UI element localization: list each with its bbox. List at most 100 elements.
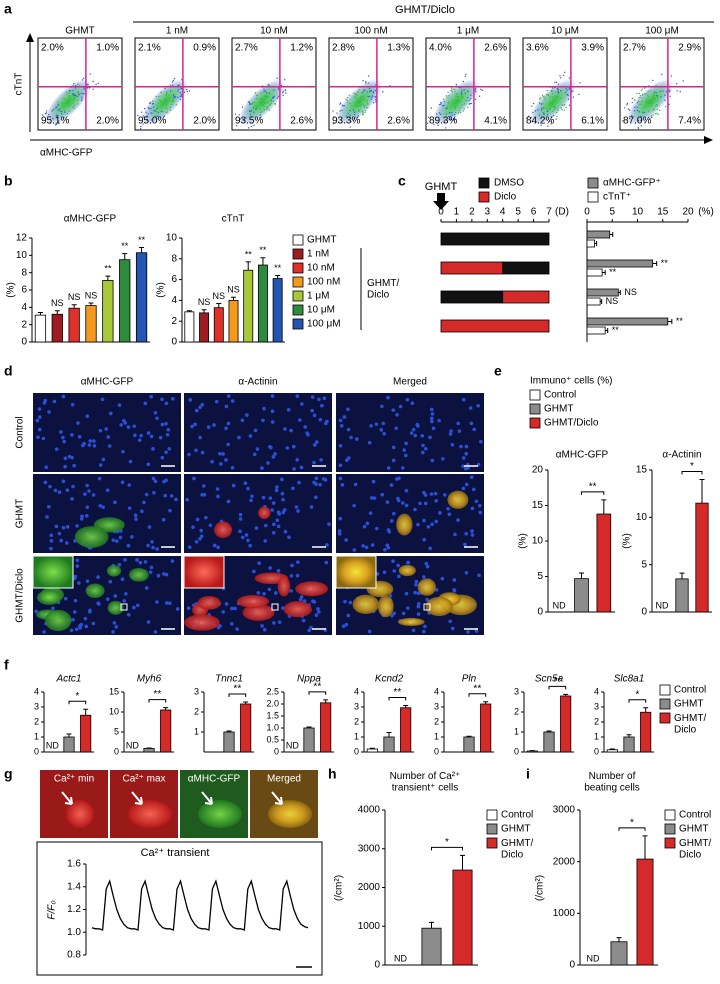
cell-dot: [365, 105, 366, 106]
nucleus: [277, 512, 281, 516]
nucleus: [221, 610, 225, 614]
cell-dot: [644, 106, 645, 107]
nucleus: [85, 414, 89, 418]
bar: [224, 732, 234, 752]
cell-dot: [449, 101, 450, 102]
cell-dot: [83, 78, 84, 79]
nucleus: [42, 437, 46, 441]
cell-dot: [155, 111, 156, 112]
y-tick-label: 1000: [553, 908, 576, 919]
cell-dot: [648, 96, 649, 97]
nucleus: [132, 606, 136, 610]
legend-swatch: [660, 713, 670, 723]
cell-dot: [652, 101, 653, 102]
cell-dot: [148, 113, 149, 114]
cell-dot: [81, 96, 82, 97]
nucleus: [134, 514, 138, 518]
nucleus: [290, 574, 294, 578]
y-tick-label: 0: [171, 337, 177, 348]
nucleus: [310, 409, 314, 413]
nucleus: [138, 438, 142, 442]
legend-swatch: [665, 810, 675, 820]
cell-dot: [180, 99, 181, 100]
y-tick-label: 10: [636, 512, 648, 523]
cell-dot: [556, 82, 557, 83]
cell-dot: [456, 105, 457, 106]
nucleus: [151, 546, 155, 550]
bar: [81, 715, 91, 752]
cell-dot: [177, 90, 178, 91]
quadrant-value: 89.3%: [429, 116, 457, 127]
nucleus: [262, 496, 266, 500]
nucleus: [164, 479, 168, 483]
cell-dot: [170, 107, 171, 108]
nucleus: [406, 398, 410, 402]
y-tick-label: 3: [34, 701, 39, 711]
cell-dot: [462, 104, 463, 105]
plot-label: 10 nM: [260, 26, 288, 37]
cell-dot: [457, 93, 458, 94]
cell-dot: [90, 73, 91, 74]
cell-dot: [457, 96, 458, 97]
cell-dot: [676, 83, 677, 84]
legend-swatch: [530, 418, 540, 428]
cell-dot: [156, 96, 157, 97]
legend-swatch: [293, 305, 303, 315]
bar: [624, 737, 634, 752]
y-tick-label: 0: [274, 746, 279, 756]
annotation: NS: [227, 285, 240, 295]
axis-label: cTnT: [14, 73, 25, 96]
cell-dot: [266, 108, 267, 109]
nucleus: [139, 561, 143, 565]
nucleus: [76, 559, 80, 563]
cell-dot: [552, 104, 553, 105]
nucleus: [149, 570, 153, 574]
cell-dot: [565, 92, 566, 93]
cell-dot: [549, 109, 550, 110]
column-label: α-Actinin: [238, 377, 277, 388]
cell-dot: [74, 95, 75, 96]
cell-dot: [250, 103, 251, 104]
cell-dot: [451, 88, 452, 89]
cell-dot: [78, 94, 79, 95]
significance: *: [690, 461, 694, 472]
quadrant-value: 95.1%: [41, 116, 69, 127]
cell-dot: [254, 102, 255, 103]
nucleus: [421, 451, 425, 455]
nucleus: [128, 506, 132, 510]
panel-label: a: [4, 1, 12, 17]
nucleus: [42, 630, 46, 634]
nucleus: [241, 536, 245, 540]
nucleus: [218, 452, 222, 456]
nucleus: [255, 526, 259, 530]
nucleus: [124, 592, 128, 596]
cell-dot: [470, 98, 471, 99]
nucleus: [118, 403, 122, 407]
cell-dot: [73, 101, 74, 102]
nucleus: [66, 488, 70, 492]
cell-dot: [165, 98, 166, 99]
nucleus: [168, 509, 172, 513]
cell-dot: [542, 95, 543, 96]
legend-label: 1 μM: [307, 291, 329, 302]
bar: [696, 503, 708, 612]
quadrant-value: 2.8%: [332, 43, 355, 54]
y-tick-label: 6: [21, 285, 27, 296]
quadrant-value: 3.6%: [526, 43, 549, 54]
nucleus: [204, 516, 208, 520]
cell-dot: [440, 102, 441, 103]
cell-dot: [161, 111, 162, 112]
legend-label: GHMT/Diclo: [679, 838, 711, 861]
bar: [136, 253, 146, 342]
nucleus: [284, 530, 288, 534]
error-bar: [643, 836, 648, 859]
arrow-head: [26, 33, 34, 42]
nucleus: [346, 407, 350, 411]
error-bar: [275, 275, 280, 278]
cell-dot: [46, 112, 47, 113]
nucleus: [166, 433, 170, 437]
nucleus: [77, 581, 81, 585]
nucleus: [291, 487, 295, 491]
micrograph: [184, 474, 332, 553]
cell-dot: [642, 88, 643, 89]
